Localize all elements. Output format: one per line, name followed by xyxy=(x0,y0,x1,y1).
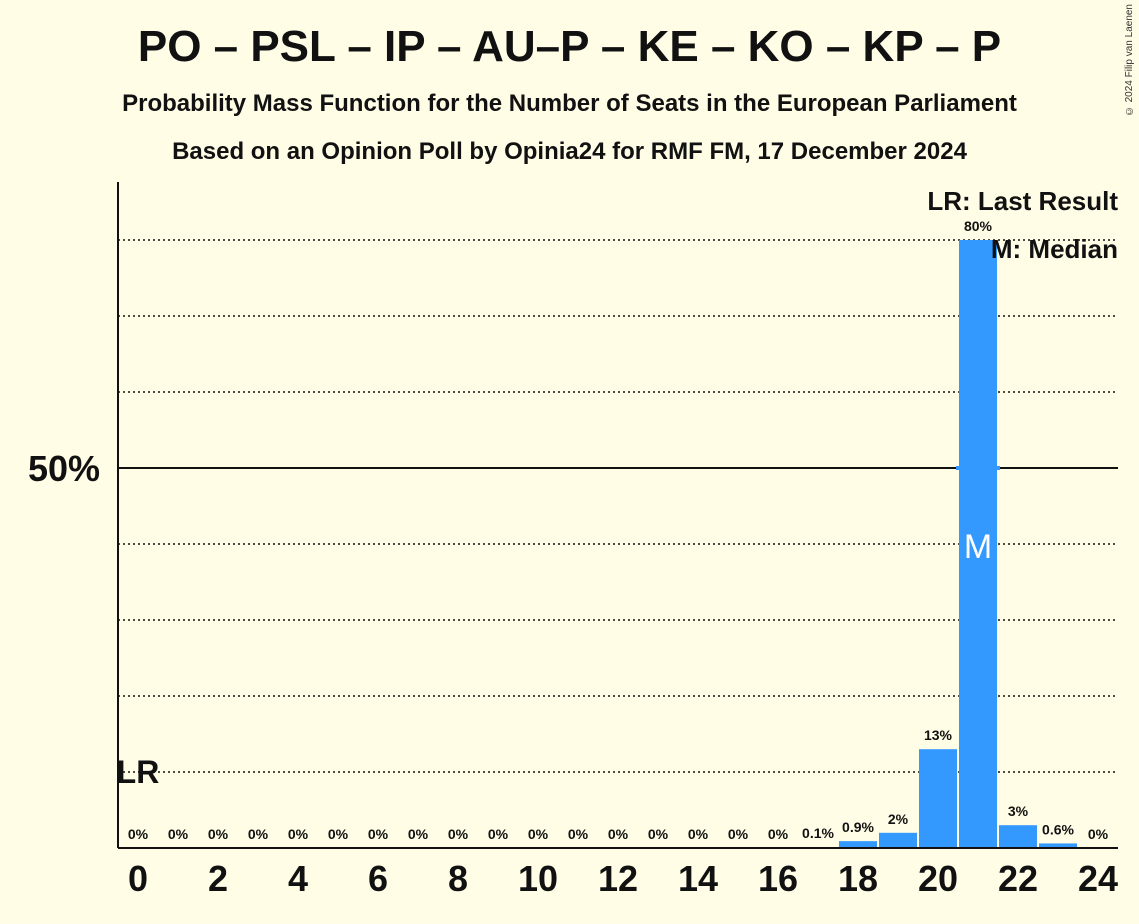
data-label: 0% xyxy=(248,826,269,842)
legend-median: M: Median xyxy=(991,234,1118,264)
data-label: 0% xyxy=(328,826,349,842)
bar xyxy=(879,832,917,848)
bar xyxy=(999,825,1037,848)
y-tick-label: 50% xyxy=(28,448,100,489)
x-tick-label: 6 xyxy=(368,858,388,899)
data-label: 0% xyxy=(528,826,549,842)
data-label: 0% xyxy=(1088,826,1109,842)
x-tick-label: 20 xyxy=(918,858,958,899)
bar xyxy=(1039,843,1077,848)
data-label: 0% xyxy=(448,826,469,842)
bar-overlay xyxy=(956,466,1000,470)
data-label: 0% xyxy=(288,826,309,842)
data-label: 0% xyxy=(488,826,509,842)
bar xyxy=(839,841,877,848)
data-label: 0% xyxy=(648,826,669,842)
data-label: 0.1% xyxy=(802,825,834,841)
data-label: 0% xyxy=(208,826,229,842)
x-tick-label: 4 xyxy=(288,858,308,899)
chart-source: Based on an Opinion Poll by Opinia24 for… xyxy=(172,138,967,165)
data-label: 0% xyxy=(728,826,749,842)
x-tick-label: 18 xyxy=(838,858,878,899)
bar xyxy=(959,240,997,848)
data-label: 0% xyxy=(688,826,709,842)
data-label: 0% xyxy=(568,826,589,842)
data-label: 0% xyxy=(368,826,389,842)
x-tick-label: 24 xyxy=(1078,858,1118,899)
data-label: 0% xyxy=(168,826,189,842)
legend-last-result: LR: Last Result xyxy=(927,186,1118,216)
chart-title: PO – PSL – IP – AU–P – KE – KO – KP – P xyxy=(137,22,1002,71)
data-label: 0.6% xyxy=(1042,821,1074,837)
bar xyxy=(919,749,957,848)
data-label: 0% xyxy=(608,826,629,842)
x-tick-label: 8 xyxy=(448,858,468,899)
data-label: 0% xyxy=(408,826,429,842)
data-label: 80% xyxy=(964,218,993,234)
x-tick-label: 12 xyxy=(598,858,638,899)
last-result-marker: LR xyxy=(117,754,160,790)
data-label: 0.9% xyxy=(842,819,874,835)
chart-subtitle: Probability Mass Function for the Number… xyxy=(122,90,1017,117)
data-label: 0% xyxy=(768,826,789,842)
x-tick-label: 10 xyxy=(518,858,558,899)
data-label: 2% xyxy=(888,811,909,827)
x-tick-label: 0 xyxy=(128,858,148,899)
x-tick-label: 22 xyxy=(998,858,1038,899)
x-tick-label: 14 xyxy=(678,858,718,899)
data-label: 3% xyxy=(1008,803,1029,819)
data-label: 13% xyxy=(924,727,953,743)
data-label: 0% xyxy=(128,826,149,842)
median-marker: M xyxy=(964,528,992,566)
x-tick-label: 2 xyxy=(208,858,228,899)
x-tick-label: 16 xyxy=(758,858,798,899)
